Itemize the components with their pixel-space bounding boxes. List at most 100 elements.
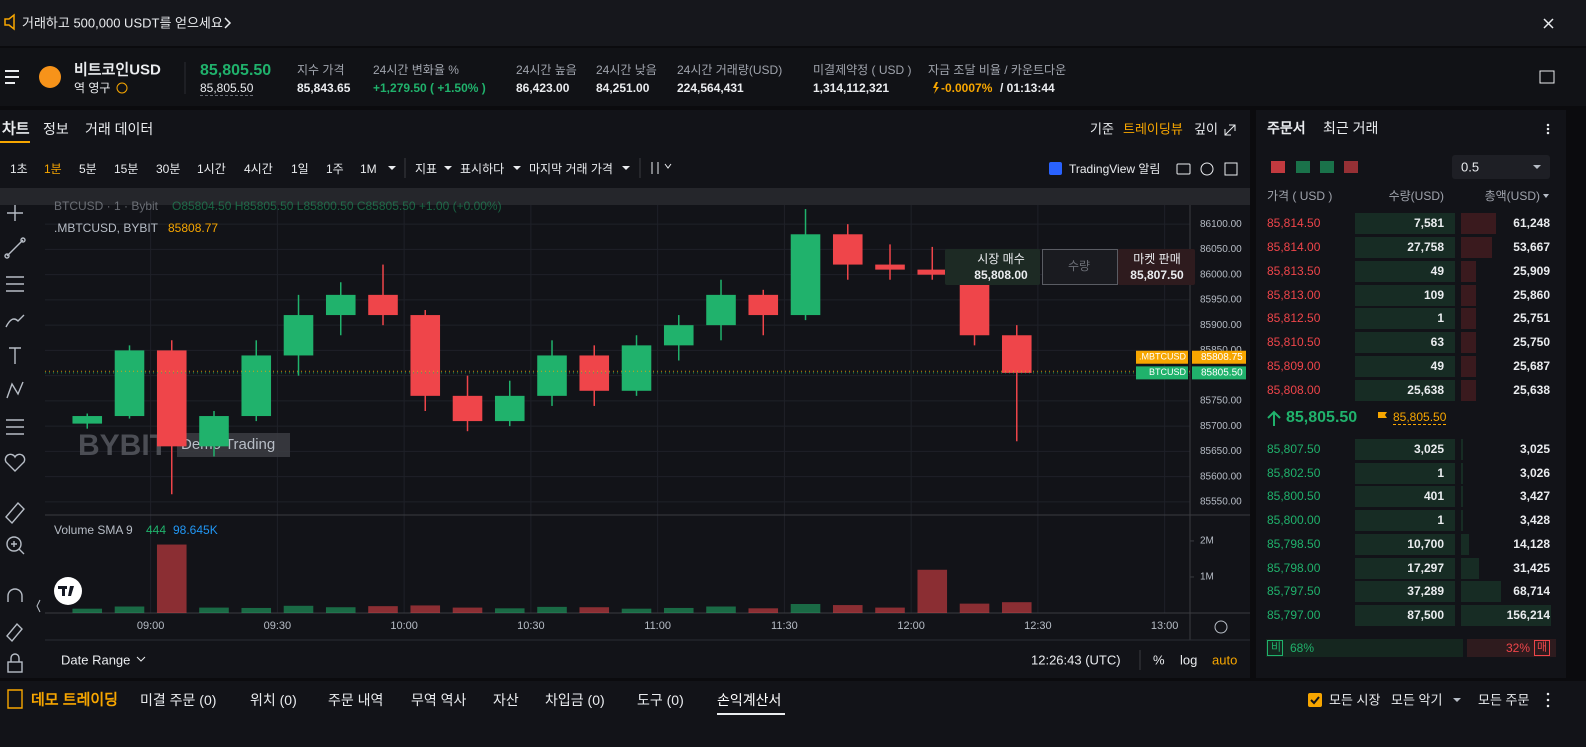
recent-trades-tab[interactable]: 최근 거래 [1323, 120, 1379, 136]
symbol-name[interactable]: 비트코인USD [74, 61, 161, 79]
banner-arrow[interactable] [224, 17, 232, 29]
price-cell[interactable]: 85,814.00 [1267, 239, 1321, 254]
precision-dropdown[interactable] [1452, 155, 1550, 179]
total-cell: 3,026 [1519, 465, 1550, 480]
price-cell[interactable]: 85,809.00 [1267, 359, 1321, 374]
precision-value[interactable]: 0.5 [1461, 159, 1480, 175]
bottom-tab[interactable]: 주문 내역 [328, 692, 384, 708]
bottom-tab[interactable]: 자산 [493, 692, 519, 708]
qty-input[interactable] [1042, 249, 1118, 285]
bottom-tab[interactable]: 위치 (0) [250, 692, 297, 708]
chart-tab[interactable]: 거래 데이터 [85, 121, 154, 137]
chart-tool-icons[interactable] [1176, 162, 1238, 176]
drawing-toolbar[interactable] [4, 205, 26, 673]
price-cell[interactable]: 85,810.50 [1267, 335, 1321, 350]
price-cell[interactable]: 85,808.00 [1267, 382, 1321, 397]
buy-ratio-bar [1266, 639, 1464, 657]
qty-cell: 87,500 [1407, 607, 1444, 622]
auto-toggle[interactable]: auto [1212, 652, 1238, 668]
interval-button[interactable]: 1주 [326, 162, 344, 176]
price-cell[interactable]: 85,802.50 [1267, 465, 1321, 480]
sell-price[interactable]: 85,807.50 [1130, 268, 1184, 282]
chart-style-icon[interactable] [651, 162, 672, 174]
total-cell: 3,427 [1519, 489, 1550, 504]
layout-icon[interactable] [1539, 70, 1555, 84]
bottom-tab[interactable]: 미결 주문 (0) [140, 692, 217, 708]
price-cell[interactable]: 85,800.50 [1267, 489, 1321, 504]
bottom-tab[interactable]: 무역 역사 [411, 692, 467, 708]
chart-tab[interactable]: 정보 [43, 121, 69, 137]
price-cell[interactable]: 85,812.50 [1267, 311, 1321, 326]
view-tab[interactable]: 트레이딩뷰 [1123, 121, 1183, 137]
price-cell[interactable]: 85,798.50 [1267, 536, 1321, 551]
log-toggle[interactable]: log [1180, 652, 1198, 668]
banner-text[interactable]: 거래하고 500,000 USDT를 얻으세요 [22, 15, 223, 31]
menu-icon[interactable] [5, 70, 19, 84]
info-icon[interactable] [116, 82, 128, 94]
toolbar-menu[interactable]: 지표 [415, 162, 438, 176]
buy-price[interactable]: 85,808.00 [974, 268, 1028, 282]
total-depth-bar [1461, 533, 1470, 555]
view-tab[interactable]: 깊이 [1194, 121, 1218, 137]
interval-button[interactable]: 1일 [291, 162, 309, 176]
order-book-tab[interactable]: 주문서 [1267, 120, 1306, 136]
filter-button[interactable]: 모든 주문 [1478, 692, 1530, 708]
bottom-tab[interactable]: 차입금 (0) [545, 692, 605, 708]
buy-button[interactable] [945, 249, 1040, 285]
toolbar-menu[interactable]: 표시하다 [460, 162, 505, 176]
bottom-tab[interactable]: 도구 (0) [637, 692, 684, 708]
date-range-button[interactable]: Date Range [61, 652, 131, 668]
sell-label[interactable]: 마켓 판매 [1133, 252, 1181, 266]
sell-button[interactable] [1118, 249, 1195, 285]
view-tab[interactable]: 기준 [1090, 121, 1114, 137]
y2-tick-label: 2M [1200, 536, 1214, 547]
interval-button[interactable]: 4시간 [244, 162, 273, 176]
buy-label[interactable]: 시장 매수 [977, 252, 1025, 266]
filter-button[interactable]: 모든 시장 [1329, 692, 1381, 708]
chart-tab[interactable]: 차트 [2, 120, 30, 138]
volume-bar [156, 544, 187, 613]
alert-button[interactable]: TradingView 알림 [1069, 162, 1161, 176]
volume-bar [832, 605, 863, 613]
price-line-name: .MBTCUSD [1139, 352, 1187, 362]
volume-bar [706, 606, 736, 613]
interval-button[interactable]: 30분 [156, 162, 181, 176]
price-cell[interactable]: 85,813.50 [1267, 263, 1321, 278]
price-line-tag [1136, 350, 1188, 364]
close-button[interactable] [1543, 18, 1554, 29]
price-cell[interactable]: 85,800.00 [1267, 513, 1321, 528]
price-cell[interactable]: 85,807.50 [1267, 442, 1321, 456]
collapse-toggle[interactable] [36, 599, 41, 613]
candle-body [875, 264, 905, 270]
btc-icon [39, 66, 61, 88]
order-book-view-icons[interactable] [1271, 161, 1358, 173]
expand-icon[interactable] [1224, 124, 1236, 136]
price-cell[interactable]: 85,798.00 [1267, 560, 1321, 575]
percent-toggle[interactable]: % [1153, 652, 1165, 668]
filter-button[interactable]: 모든 악기 [1391, 692, 1443, 708]
qty-placeholder[interactable]: 수량 [1067, 259, 1091, 273]
checkbox[interactable] [1308, 693, 1322, 707]
qty-depth-bar [1355, 213, 1455, 234]
bottom-tab[interactable]: 데모 트레이딩 [31, 691, 118, 709]
interval-button[interactable]: 1분 [44, 162, 62, 176]
interval-button[interactable]: 1초 [10, 162, 28, 176]
price-cell[interactable]: 85,813.00 [1267, 287, 1321, 302]
interval-button[interactable]: 5분 [79, 162, 97, 176]
interval-button[interactable]: 15분 [114, 162, 139, 176]
price-cell[interactable]: 85,797.50 [1267, 584, 1321, 599]
price-line-name: BTCUSD [1149, 367, 1187, 377]
qty-cell: 109 [1423, 287, 1444, 302]
volume-bar [199, 607, 229, 613]
stat-label: 24시간 낮음 [596, 63, 657, 77]
bottom-tab[interactable]: 손익계산서 [717, 692, 782, 708]
settings-icon[interactable] [1214, 620, 1228, 634]
price-cell[interactable]: 85,814.50 [1267, 216, 1321, 230]
toolbar-menu[interactable]: 마지막 거래 가격 [529, 162, 613, 176]
total-cell: 61,248 [1513, 216, 1550, 230]
price-cell[interactable]: 85,797.00 [1267, 607, 1321, 622]
volume-bar [494, 608, 525, 613]
interval-button[interactable]: 1M [360, 162, 377, 176]
interval-button[interactable]: 1시간 [197, 162, 226, 176]
dropdown-caret[interactable] [1453, 698, 1461, 702]
